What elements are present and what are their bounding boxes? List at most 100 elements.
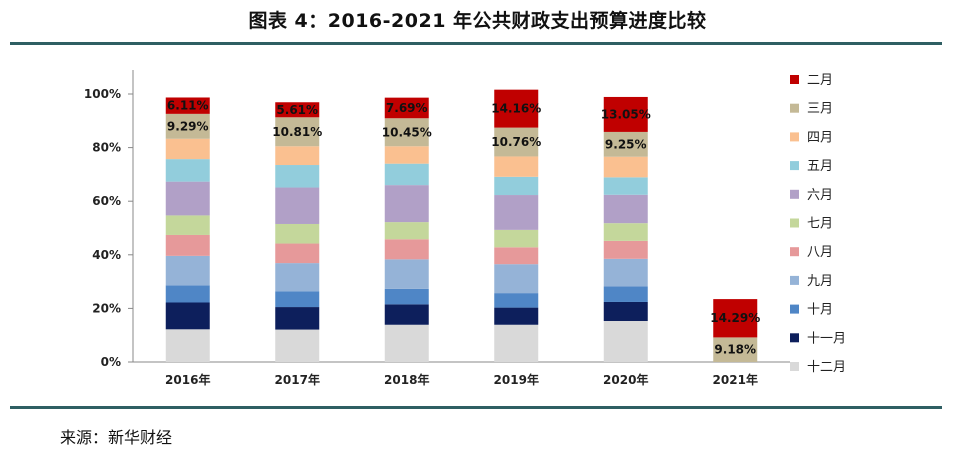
bar-segment-2020年-五月 bbox=[603, 177, 648, 195]
bar-segment-2020年-七月 bbox=[603, 223, 648, 241]
legend-swatch-十二月 bbox=[790, 362, 799, 371]
bar-segment-2017年-四月 bbox=[275, 146, 320, 166]
legend-label-三月: 三月 bbox=[807, 102, 833, 117]
bar-segment-2018年-五月 bbox=[384, 163, 429, 186]
bar-segment-2019年-五月 bbox=[494, 176, 539, 196]
bar-segment-2017年-十一月 bbox=[275, 307, 320, 330]
legend-label-五月: 五月 bbox=[807, 159, 833, 174]
legend-label-六月: 六月 bbox=[807, 188, 833, 203]
bar-segment-2018年-九月 bbox=[384, 259, 429, 289]
bar-segment-2020年-十一月 bbox=[603, 301, 648, 321]
bar-segment-2017年-十月 bbox=[275, 291, 320, 308]
bar-segment-2017年-九月 bbox=[275, 263, 320, 292]
x-tick-label: 2021年 bbox=[713, 372, 758, 387]
x-tick-label: 2018年 bbox=[384, 372, 429, 387]
bar-segment-2016年-四月 bbox=[165, 138, 210, 160]
bar-segment-2017年-六月 bbox=[275, 187, 320, 224]
bar-segment-2020年-十月 bbox=[603, 286, 648, 302]
bar-segment-2019年-九月 bbox=[494, 264, 539, 294]
source-note: 来源：新华财经 bbox=[60, 428, 173, 447]
bar-segment-2019年-八月 bbox=[494, 247, 539, 265]
bar-segment-2018年-十二月 bbox=[384, 324, 429, 362]
legend-label-十二月: 十二月 bbox=[807, 360, 846, 375]
bar-segment-2020年-三月 bbox=[603, 131, 648, 157]
y-tick-label: 100% bbox=[84, 87, 121, 101]
bar-segment-2016年-二月 bbox=[165, 97, 210, 114]
bar-segment-2017年-七月 bbox=[275, 223, 320, 244]
y-tick-label: 20% bbox=[92, 301, 121, 315]
y-tick-label: 0% bbox=[101, 355, 121, 369]
bar-segment-2017年-五月 bbox=[275, 165, 320, 188]
bar-segment-2016年-十月 bbox=[165, 285, 210, 303]
bar-segment-2021年-二月 bbox=[713, 299, 758, 338]
bar-segment-2016年-七月 bbox=[165, 215, 210, 235]
bar-segment-2018年-七月 bbox=[384, 222, 429, 240]
bar-segment-2018年-十一月 bbox=[384, 304, 429, 325]
x-tick-label: 2017年 bbox=[275, 372, 320, 387]
bar-segment-2019年-六月 bbox=[494, 195, 539, 230]
data-label-三月: 9.25% bbox=[605, 137, 647, 151]
bar-segment-2020年-十二月 bbox=[603, 320, 648, 362]
bar-segment-2018年-四月 bbox=[384, 146, 429, 164]
bar-segment-2018年-六月 bbox=[384, 185, 429, 223]
bar-segment-2018年-三月 bbox=[384, 118, 429, 147]
legend-swatch-六月 bbox=[790, 189, 799, 199]
data-label-三月: 10.81% bbox=[272, 125, 322, 139]
bar-segment-2016年-五月 bbox=[165, 159, 210, 182]
legend-swatch-四月 bbox=[790, 132, 799, 142]
data-label-三月: 9.18% bbox=[714, 343, 756, 357]
legend-swatch-二月 bbox=[790, 75, 799, 84]
bar-segment-2018年-二月 bbox=[384, 97, 429, 119]
bar-segment-2017年-十二月 bbox=[275, 329, 320, 362]
top-divider bbox=[10, 42, 942, 45]
bar-segment-2016年-八月 bbox=[165, 234, 210, 256]
legend-label-九月: 九月 bbox=[807, 274, 833, 289]
x-tick-label: 2020年 bbox=[603, 372, 648, 387]
legend-swatch-十一月 bbox=[790, 333, 799, 343]
bar-segment-2020年-九月 bbox=[603, 258, 648, 287]
bar-segment-2016年-六月 bbox=[165, 181, 210, 216]
bar-segment-2016年-十一月 bbox=[165, 302, 210, 330]
legend-swatch-十月 bbox=[790, 304, 799, 314]
data-label-三月: 10.45% bbox=[382, 125, 432, 139]
y-tick-label: 60% bbox=[92, 194, 121, 208]
bar-segment-2020年-四月 bbox=[603, 156, 648, 178]
legend-label-四月: 四月 bbox=[807, 130, 833, 145]
bar-segment-2020年-二月 bbox=[603, 96, 648, 132]
bar-segment-2019年-二月 bbox=[494, 89, 539, 128]
bar-segment-2016年-三月 bbox=[165, 113, 210, 139]
data-label-二月: 7.69% bbox=[386, 101, 428, 115]
bar-segment-2017年-二月 bbox=[275, 102, 320, 118]
x-tick-label: 2016年 bbox=[165, 372, 210, 387]
bar-segment-2016年-九月 bbox=[165, 255, 210, 286]
bar-segment-2019年-十一月 bbox=[494, 307, 539, 325]
data-label-三月: 10.76% bbox=[491, 135, 541, 149]
bottom-divider bbox=[10, 406, 942, 409]
bar-segment-2018年-八月 bbox=[384, 239, 429, 260]
bar-segment-2020年-八月 bbox=[603, 240, 648, 259]
data-label-二月: 14.16% bbox=[491, 102, 541, 116]
bar-segment-2019年-十二月 bbox=[494, 324, 539, 362]
legend-label-八月: 八月 bbox=[807, 245, 833, 260]
legend-swatch-五月 bbox=[790, 161, 799, 171]
bar-segment-2016年-十二月 bbox=[165, 329, 210, 362]
bar-segment-2019年-七月 bbox=[494, 229, 539, 248]
bar-segment-2020年-六月 bbox=[603, 194, 648, 224]
bar-segment-2021年-三月 bbox=[713, 337, 758, 362]
legend-swatch-九月 bbox=[790, 275, 799, 285]
y-tick-label: 40% bbox=[92, 248, 121, 262]
y-tick-label: 80% bbox=[92, 141, 121, 155]
data-label-二月: 13.05% bbox=[601, 107, 651, 121]
data-label-三月: 9.29% bbox=[167, 119, 209, 133]
legend-label-二月: 二月 bbox=[807, 73, 833, 88]
bar-segment-2019年-四月 bbox=[494, 156, 539, 177]
legend-swatch-八月 bbox=[790, 247, 799, 257]
legend-label-十月: 十月 bbox=[807, 303, 833, 318]
legend-label-十一月: 十一月 bbox=[807, 331, 846, 346]
data-label-二月: 6.11% bbox=[167, 99, 209, 113]
bar-segment-2019年-十月 bbox=[494, 293, 539, 308]
bar-segment-2019年-三月 bbox=[494, 127, 539, 157]
data-label-二月: 14.29% bbox=[710, 311, 760, 325]
x-tick-label: 2019年 bbox=[494, 372, 539, 387]
